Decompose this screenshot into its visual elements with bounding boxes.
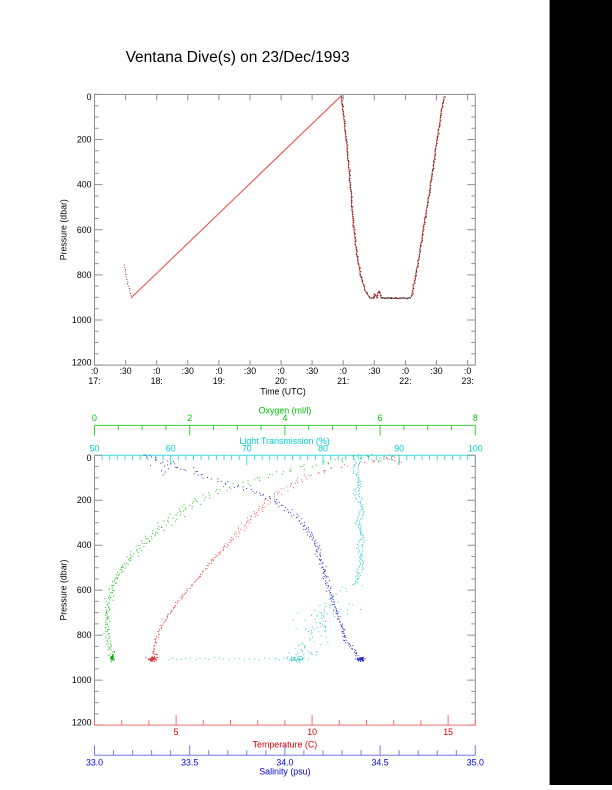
svg-text:90: 90 bbox=[394, 444, 404, 454]
svg-text:Pressure (dbar): Pressure (dbar) bbox=[59, 199, 69, 260]
svg-text:80: 80 bbox=[318, 444, 328, 454]
svg-text:70: 70 bbox=[242, 444, 252, 454]
svg-text:5: 5 bbox=[174, 727, 179, 737]
svg-text:Salinity (psu): Salinity (psu) bbox=[259, 767, 310, 777]
svg-text::0: :0 bbox=[91, 366, 98, 376]
svg-text:2: 2 bbox=[187, 413, 192, 423]
svg-text:17:: 17: bbox=[88, 376, 100, 386]
svg-text:1200: 1200 bbox=[72, 358, 92, 368]
svg-text:Time (UTC): Time (UTC) bbox=[260, 386, 306, 396]
svg-text:Light Transmission (%): Light Transmission (%) bbox=[239, 436, 329, 446]
svg-text:0: 0 bbox=[87, 453, 92, 463]
svg-text:800: 800 bbox=[77, 270, 92, 280]
svg-text:18:: 18: bbox=[151, 376, 163, 386]
svg-text:19:: 19: bbox=[213, 376, 225, 386]
svg-text:4: 4 bbox=[282, 413, 287, 423]
svg-text:35.0: 35.0 bbox=[467, 757, 484, 767]
svg-text:400: 400 bbox=[77, 540, 92, 550]
svg-text:0: 0 bbox=[87, 92, 92, 102]
svg-text:1000: 1000 bbox=[72, 315, 92, 325]
svg-text:33.0: 33.0 bbox=[86, 757, 103, 767]
svg-text::0: :0 bbox=[277, 366, 284, 376]
svg-text:600: 600 bbox=[77, 585, 92, 595]
svg-text:1200: 1200 bbox=[72, 718, 92, 728]
svg-text::30: :30 bbox=[306, 366, 318, 376]
svg-text:33.5: 33.5 bbox=[181, 757, 198, 767]
svg-text:0: 0 bbox=[92, 413, 97, 423]
svg-text:200: 200 bbox=[77, 135, 92, 145]
svg-text:Pressure (dbar): Pressure (dbar) bbox=[59, 559, 69, 620]
svg-text:Ventana Dive(s) on 23/Dec/1993: Ventana Dive(s) on 23/Dec/1993 bbox=[126, 49, 350, 66]
svg-text:Oxygen (ml/l): Oxygen (ml/l) bbox=[259, 405, 312, 415]
svg-text:400: 400 bbox=[77, 180, 92, 190]
svg-text:50: 50 bbox=[90, 444, 100, 454]
svg-text:6: 6 bbox=[378, 413, 383, 423]
svg-text:21:: 21: bbox=[337, 376, 349, 386]
svg-text:34.0: 34.0 bbox=[276, 757, 293, 767]
svg-text:600: 600 bbox=[77, 225, 92, 235]
svg-text:200: 200 bbox=[77, 495, 92, 505]
svg-text::0: :0 bbox=[340, 366, 347, 376]
svg-text::30: :30 bbox=[119, 366, 131, 376]
svg-text::30: :30 bbox=[182, 366, 194, 376]
svg-text::30: :30 bbox=[368, 366, 380, 376]
svg-text::30: :30 bbox=[430, 366, 442, 376]
svg-text::0: :0 bbox=[464, 366, 471, 376]
svg-text:15: 15 bbox=[443, 727, 453, 737]
svg-text:20:: 20: bbox=[275, 376, 287, 386]
svg-text::30: :30 bbox=[244, 366, 256, 376]
svg-text:800: 800 bbox=[77, 630, 92, 640]
svg-text:23:: 23: bbox=[461, 376, 473, 386]
svg-text:Temperature (C): Temperature (C) bbox=[253, 739, 318, 749]
svg-text:1000: 1000 bbox=[72, 675, 92, 685]
svg-text::0: :0 bbox=[402, 366, 409, 376]
svg-text:100: 100 bbox=[468, 444, 483, 454]
svg-text:8: 8 bbox=[473, 413, 478, 423]
svg-text:10: 10 bbox=[307, 727, 317, 737]
svg-text::0: :0 bbox=[215, 366, 222, 376]
svg-text:60: 60 bbox=[166, 444, 176, 454]
svg-text:34.5: 34.5 bbox=[372, 757, 389, 767]
svg-text:22:: 22: bbox=[399, 376, 411, 386]
svg-text::0: :0 bbox=[153, 366, 160, 376]
